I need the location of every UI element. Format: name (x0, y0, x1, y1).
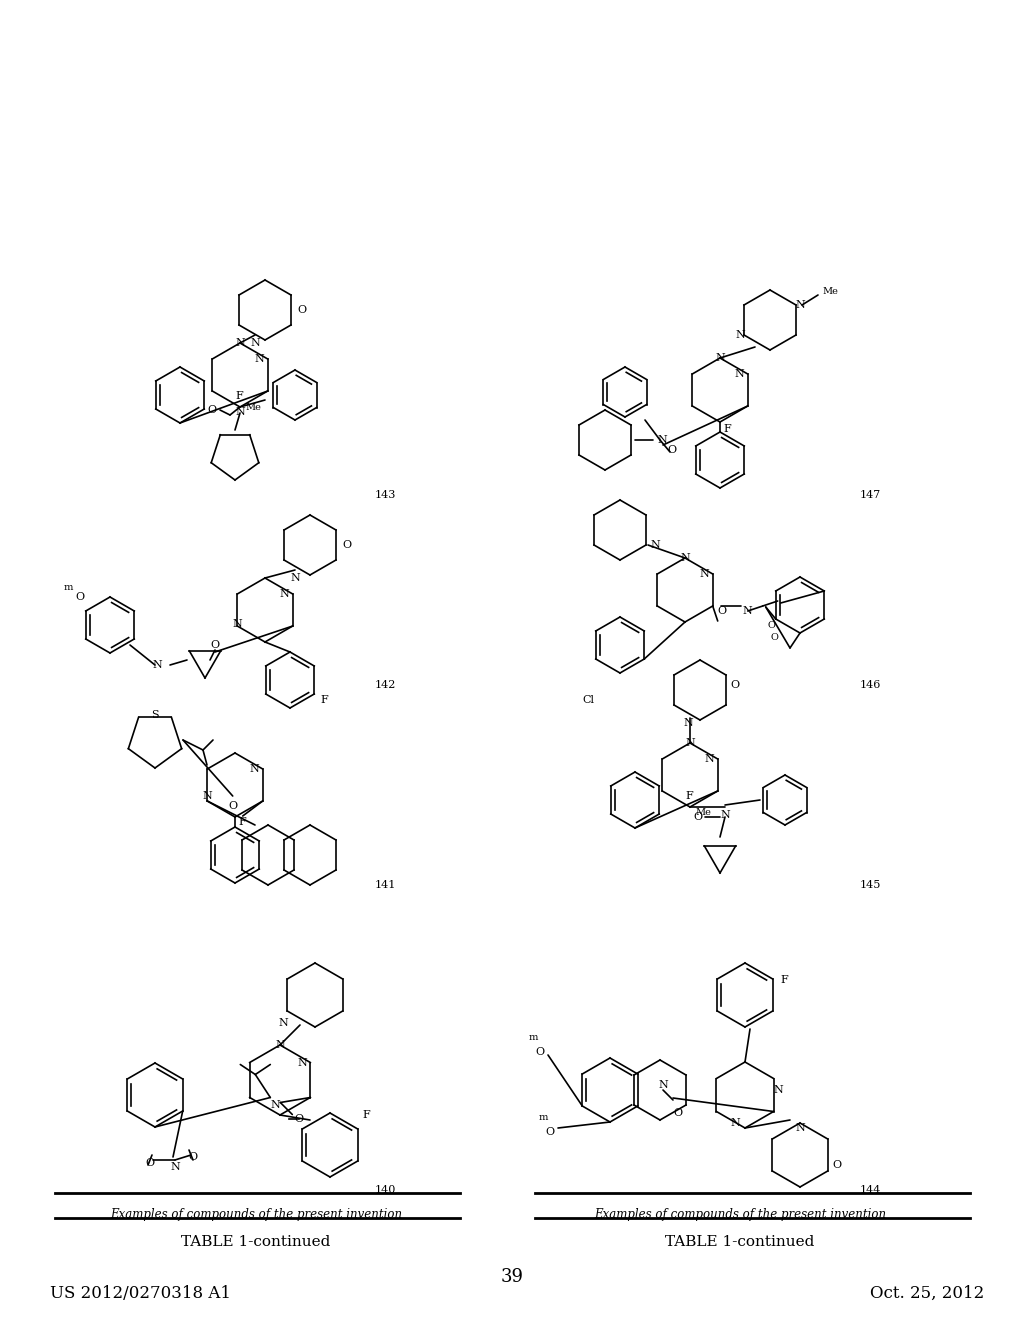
Text: TABLE 1-continued: TABLE 1-continued (666, 1236, 815, 1249)
Text: N: N (250, 764, 260, 774)
Text: N: N (720, 810, 730, 820)
Text: N: N (730, 1118, 740, 1129)
Text: 145: 145 (860, 880, 882, 890)
Text: N: N (203, 791, 212, 801)
Text: 144: 144 (860, 1185, 882, 1195)
Text: O: O (297, 305, 306, 315)
Text: N: N (795, 300, 805, 310)
Text: N: N (275, 1040, 285, 1049)
Text: O: O (536, 1047, 545, 1057)
Text: 146: 146 (860, 680, 882, 690)
Text: O: O (831, 1160, 841, 1170)
Text: O: O (693, 812, 702, 822)
Text: O: O (546, 1127, 555, 1137)
Text: O: O (76, 591, 85, 602)
Text: F: F (780, 975, 787, 985)
Text: N: N (680, 553, 690, 564)
Text: F: F (234, 391, 243, 401)
Text: O: O (228, 801, 238, 810)
Text: O: O (770, 634, 778, 643)
Text: 141: 141 (375, 880, 396, 890)
Text: N: N (270, 1101, 281, 1110)
Text: N: N (658, 1080, 668, 1090)
Text: F: F (685, 791, 692, 801)
Text: TABLE 1-continued: TABLE 1-continued (181, 1236, 331, 1249)
Text: N: N (683, 718, 693, 729)
Text: m: m (63, 583, 73, 593)
Text: m: m (539, 1114, 548, 1122)
Text: N: N (170, 1162, 180, 1172)
Text: O: O (667, 445, 676, 455)
Text: US 2012/0270318 A1: US 2012/0270318 A1 (50, 1284, 231, 1302)
Text: N: N (657, 436, 667, 445)
Text: m: m (528, 1034, 538, 1043)
Text: N: N (742, 606, 753, 616)
Text: N: N (795, 1123, 805, 1133)
Text: Me: Me (245, 403, 261, 412)
Text: O: O (674, 1107, 683, 1118)
Text: N: N (715, 352, 725, 363)
Text: 147: 147 (860, 490, 882, 500)
Text: F: F (319, 696, 328, 705)
Text: N: N (236, 407, 245, 417)
Text: N: N (280, 589, 290, 599)
Text: N: N (297, 1057, 307, 1068)
Text: N: N (699, 569, 710, 579)
Text: Cl: Cl (582, 696, 594, 705)
Text: N: N (290, 573, 300, 583)
Text: 140: 140 (375, 1185, 396, 1195)
Text: F: F (723, 424, 731, 434)
Text: S: S (152, 710, 159, 719)
Text: O: O (718, 606, 727, 616)
Text: N: N (685, 738, 695, 748)
Text: O: O (210, 640, 219, 649)
Text: N: N (735, 370, 744, 379)
Text: N: N (773, 1085, 782, 1096)
Text: N: N (250, 338, 260, 348)
Text: Examples of compounds of the present invention: Examples of compounds of the present inv… (110, 1208, 402, 1221)
Text: O: O (145, 1158, 155, 1168)
Text: Me: Me (822, 288, 838, 297)
Text: Examples of compounds of the present invention: Examples of compounds of the present inv… (594, 1208, 886, 1221)
Text: O: O (294, 1114, 303, 1125)
Text: F: F (238, 817, 246, 828)
Text: N: N (255, 354, 264, 364)
Text: N: N (705, 754, 715, 764)
Text: N: N (153, 660, 162, 671)
Text: O: O (208, 405, 217, 414)
Text: O: O (767, 622, 775, 631)
Text: N: N (735, 330, 744, 341)
Text: 142: 142 (375, 680, 396, 690)
Text: F: F (362, 1110, 370, 1119)
Text: O: O (342, 540, 351, 550)
Text: O: O (188, 1152, 198, 1162)
Text: O: O (730, 680, 739, 690)
Text: N: N (650, 540, 659, 550)
Text: Me: Me (695, 808, 711, 817)
Text: 39: 39 (501, 1269, 523, 1286)
Text: N: N (236, 338, 245, 348)
Text: Oct. 25, 2012: Oct. 25, 2012 (870, 1284, 984, 1302)
Text: N: N (232, 619, 242, 630)
Text: N: N (279, 1018, 288, 1028)
Text: 143: 143 (375, 490, 396, 500)
